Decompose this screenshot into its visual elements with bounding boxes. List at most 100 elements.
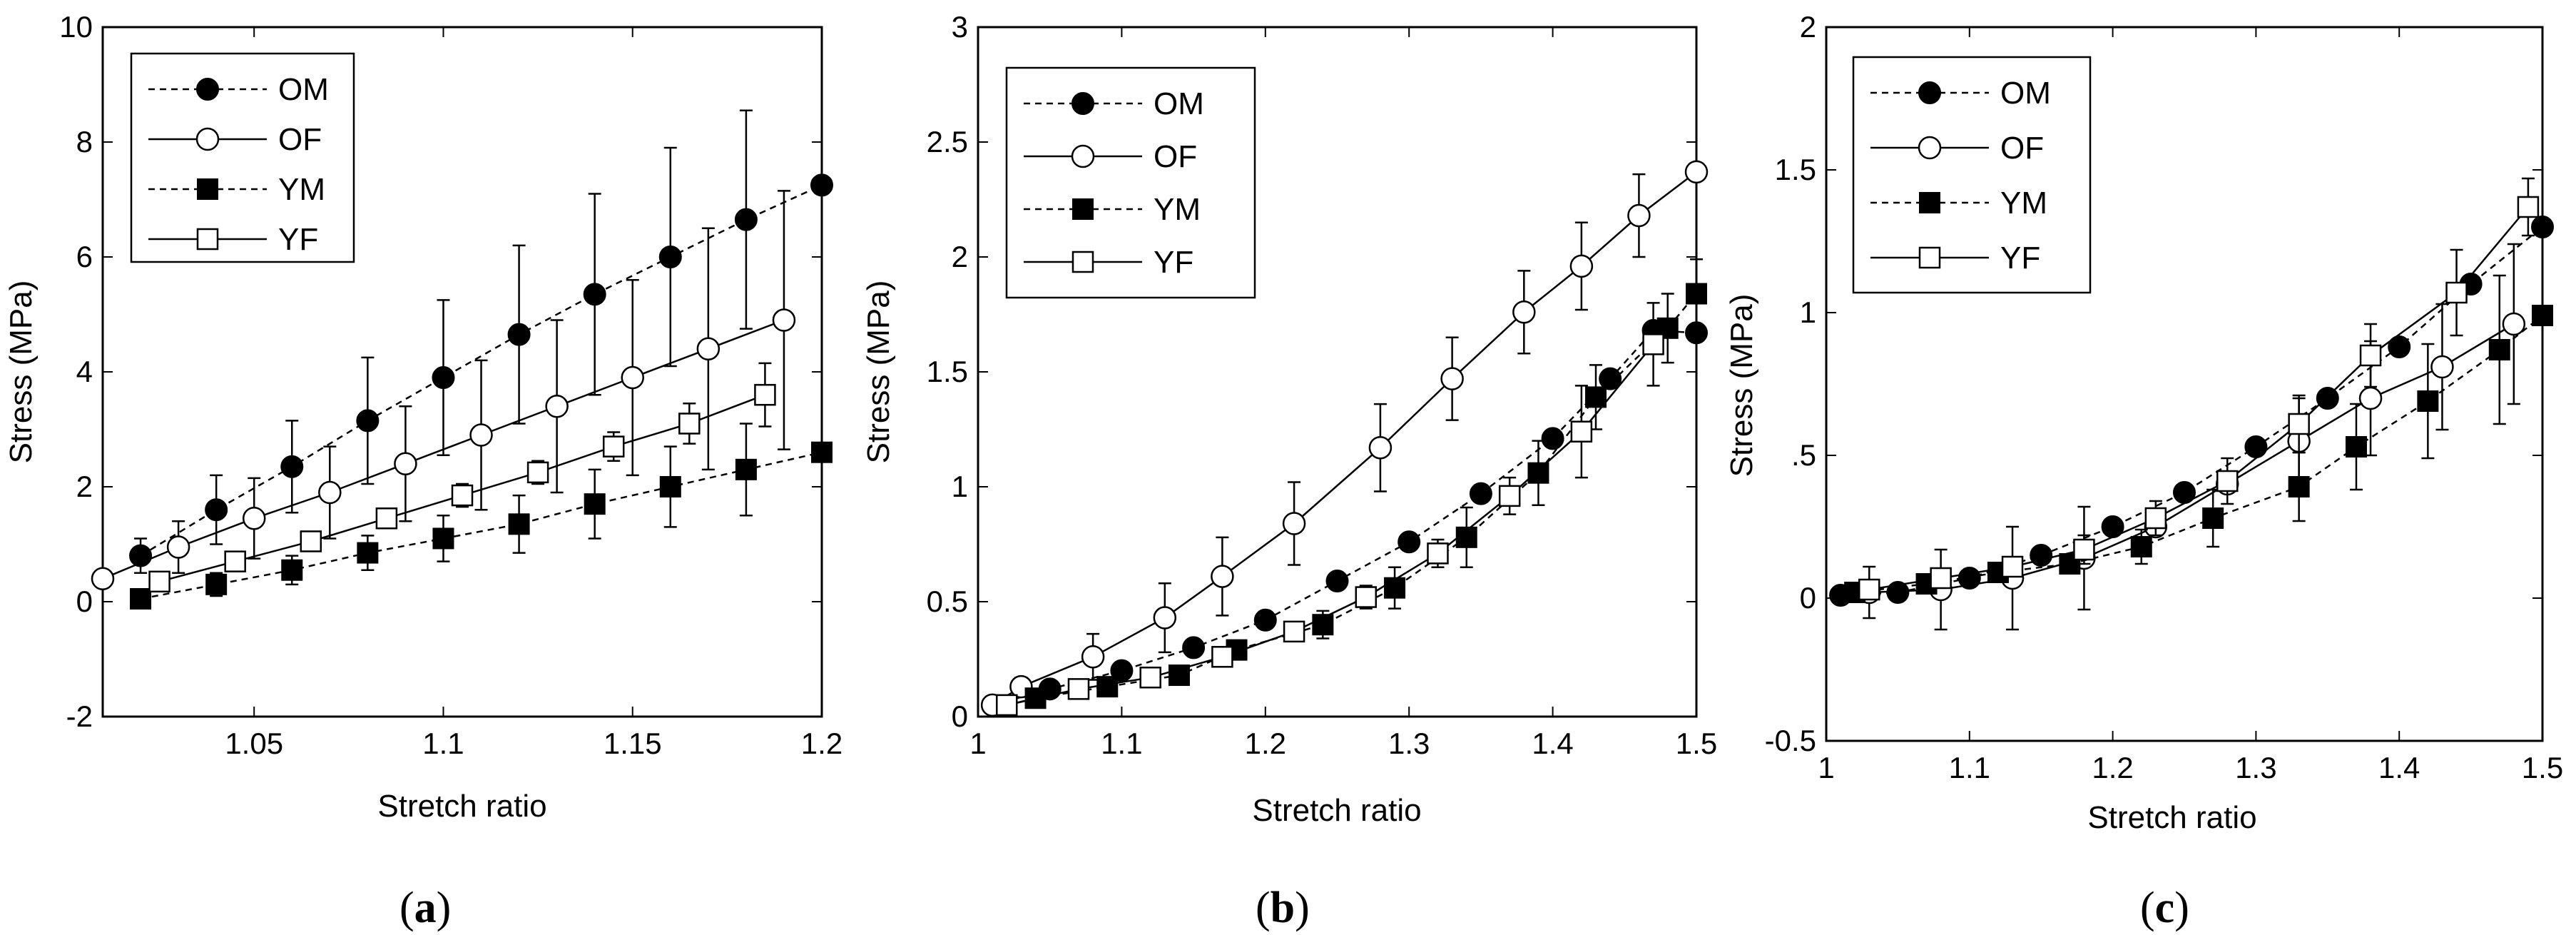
legend-entry-yf: YF xyxy=(2000,241,2040,276)
axis-ticks-b: 1 1.1 1.2 1.3 1.4 1.5 0 0.5 1 1.5 2 2.5 3 xyxy=(927,10,1718,760)
data-point-om xyxy=(2531,216,2554,238)
legend-entry-ym: YM xyxy=(278,172,325,207)
data-point-of xyxy=(166,535,190,559)
data-point-ym xyxy=(2345,436,2367,458)
y-tick-label: 10 xyxy=(59,10,93,44)
y-tick-label: 2 xyxy=(76,470,93,503)
legend-entry-yf: YF xyxy=(1154,245,1193,280)
data-point-ym xyxy=(205,573,228,595)
series-yf xyxy=(148,362,776,593)
x-axis-label-b: Stretch ratio xyxy=(1252,793,1421,828)
data-point-yf xyxy=(1858,578,1880,601)
data-point-ym xyxy=(2130,536,2152,557)
legend-marker-ym xyxy=(197,178,218,200)
data-point-om xyxy=(280,455,304,478)
data-point-of xyxy=(1512,300,1536,324)
data-point-om xyxy=(583,283,606,306)
series-yf xyxy=(996,302,1664,717)
data-point-ym xyxy=(735,458,757,480)
legend-marker-of xyxy=(1918,136,1942,160)
x-tick-label: 1.2 xyxy=(801,727,842,760)
chart-panel-b: 1 1.1 1.2 1.3 1.4 1.5 0 0.5 1 1.5 2 2.5 3 OM OF YM YF S… xyxy=(861,10,1717,932)
legend-entry-om: OM xyxy=(278,72,329,107)
data-point-ym xyxy=(1384,577,1406,599)
series-ym xyxy=(130,423,833,610)
series-marks-a xyxy=(91,109,833,610)
data-point-ym xyxy=(281,559,303,581)
data-point-om xyxy=(1253,608,1277,632)
data-point-of xyxy=(621,365,644,390)
panel-label-b: (b) xyxy=(1256,884,1310,932)
x-tick-label: 1.1 xyxy=(422,727,464,760)
y-tick-label: -2 xyxy=(66,699,93,733)
data-point-om xyxy=(205,498,228,522)
panel-label-c: (c) xyxy=(2140,884,2189,932)
data-point-yf xyxy=(224,550,246,572)
legend-marker-yf xyxy=(1071,251,1094,273)
data-point-of xyxy=(1440,367,1464,390)
series-marks-c xyxy=(1829,177,2554,631)
data-point-yf xyxy=(1427,542,1449,565)
legend-entry-of: OF xyxy=(278,122,322,157)
y-tick-label: 4 xyxy=(76,355,93,388)
data-point-om xyxy=(1182,636,1206,659)
legend-box xyxy=(1005,66,1256,299)
legend-entry-om: OM xyxy=(2000,76,2051,111)
data-point-of xyxy=(696,337,721,361)
data-point-ym xyxy=(508,513,530,535)
data-point-yf xyxy=(451,484,474,507)
data-point-yf xyxy=(1570,420,1593,443)
x-tick-label: 1.05 xyxy=(225,727,283,760)
data-point-yf xyxy=(1498,485,1521,507)
y-tick-label: 0 xyxy=(76,585,93,618)
x-tick-label: 1 xyxy=(969,727,986,760)
legend-marker-yf xyxy=(1918,246,1941,269)
y-tick-label: 2 xyxy=(1800,10,1816,44)
data-point-of xyxy=(1211,565,1234,588)
data-point-yf xyxy=(1067,678,1090,700)
data-point-yf xyxy=(2288,413,2310,435)
x-tick-label: 1.3 xyxy=(1388,727,1430,760)
series-ym xyxy=(1844,274,2553,603)
x-tick-label: 1.2 xyxy=(1245,727,1286,760)
x-tick-label: 1.2 xyxy=(2092,751,2133,784)
data-point-om xyxy=(2244,435,2268,458)
y-axis-label-a: Stress (MPa) xyxy=(4,280,39,464)
data-point-ym xyxy=(2488,339,2510,360)
data-point-of xyxy=(1569,254,1594,278)
data-point-yf xyxy=(2359,344,2382,367)
data-point-om xyxy=(432,366,455,390)
data-point-of xyxy=(772,308,796,332)
y-tick-label: 2 xyxy=(952,240,968,273)
data-point-om xyxy=(810,173,833,197)
data-point-ym xyxy=(2202,507,2224,529)
data-point-yf xyxy=(754,383,776,406)
data-point-of xyxy=(1627,203,1651,228)
legend-c: OM OF YM YF xyxy=(1852,56,2092,294)
legend-marker-of xyxy=(195,127,220,151)
y-tick-label: 1.5 xyxy=(927,355,968,388)
legend-marker-om xyxy=(196,78,219,101)
data-point-yf xyxy=(2216,470,2239,492)
data-point-ym xyxy=(1527,462,1549,484)
data-point-yf xyxy=(2517,196,2540,218)
y-tick-label: 0 xyxy=(952,699,968,733)
axis-ticks-c: 1 1.1 1.2 1.3 1.4 1.5 -0.5 0 .5 1 1.5 2 xyxy=(1765,10,2564,784)
y-tick-label: 1 xyxy=(952,470,968,503)
x-tick-label: 1.5 xyxy=(2522,751,2563,784)
x-tick-label: 1 xyxy=(1818,751,1834,784)
legend-marker-yf xyxy=(196,228,219,251)
data-point-ym xyxy=(1686,283,1707,305)
data-point-om xyxy=(1599,367,1622,390)
data-point-ym xyxy=(432,527,454,550)
chart-panel-a: 1.05 1.1 1.15 1.2 -2 0 2 4 6 8 10 OM OF YM YF Stretch… xyxy=(4,10,842,932)
x-axis-label-a: Stretch ratio xyxy=(377,789,546,824)
x-tick-label: 1.3 xyxy=(2235,751,2276,784)
series-line-of xyxy=(992,171,1697,706)
series-line-yf xyxy=(1869,206,2529,591)
data-point-yf xyxy=(148,570,170,593)
data-point-ym xyxy=(130,587,152,610)
data-point-yf xyxy=(2001,555,2024,578)
x-tick-label: 1.15 xyxy=(604,727,662,760)
